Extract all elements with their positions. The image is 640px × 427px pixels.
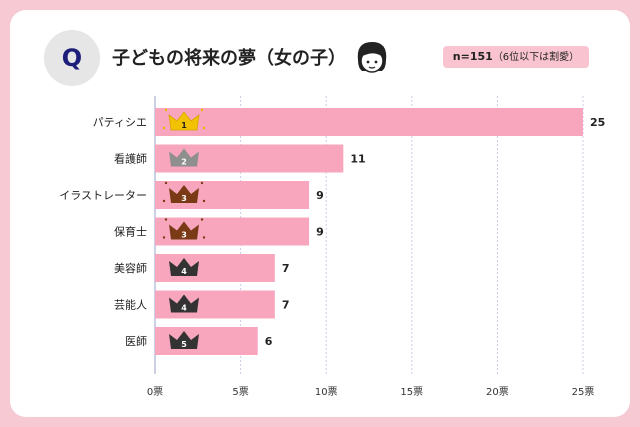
sparkle-icon <box>164 218 168 221</box>
category-label: イラストレーター <box>59 189 147 202</box>
category-label: 医師 <box>125 335 147 348</box>
x-tick-label: 20票 <box>486 386 509 398</box>
crown-icon <box>169 294 199 313</box>
sparkle-icon <box>200 181 204 185</box>
rank-label: 1 <box>181 121 187 130</box>
sparkle-icon <box>202 126 206 130</box>
question-badge: Q <box>44 30 100 86</box>
sparkle-icon <box>162 126 166 130</box>
sparkle-icon <box>162 236 166 239</box>
category-label: 美容師 <box>114 261 147 275</box>
crown-icon <box>169 221 199 240</box>
sparkle-icon <box>164 108 168 112</box>
sample-note: n=151（6位以下は割愛） <box>443 46 589 68</box>
value-label: 7 <box>282 262 290 275</box>
rank-label: 3 <box>181 194 187 203</box>
sparkle-icon <box>202 199 206 203</box>
rank-label: 2 <box>181 158 187 167</box>
crown-icon <box>169 185 199 203</box>
crown-icon <box>168 111 200 131</box>
x-tick-label: 0票 <box>147 386 163 398</box>
crown-icon <box>169 331 199 349</box>
crown-icon <box>169 258 199 276</box>
rank-label: 4 <box>181 304 187 313</box>
sparkle-icon <box>164 181 168 185</box>
note-text: （6位以下は割愛） <box>492 52 580 63</box>
category-label: 看護師 <box>114 152 147 166</box>
value-label: 6 <box>265 335 273 348</box>
rank-label: 3 <box>181 231 187 240</box>
sparkle-icon <box>202 236 206 239</box>
chart-title: 子どもの将来の夢（女の子） <box>112 48 346 69</box>
x-tick-label: 25票 <box>572 386 595 398</box>
crown-icon <box>169 148 199 167</box>
rank-label: 5 <box>181 340 187 349</box>
category-label: パティシエ <box>93 116 147 129</box>
value-label: 7 <box>282 299 290 312</box>
sparkle-icon <box>162 199 166 203</box>
sample-size: n=151 <box>452 50 493 63</box>
question-letter: Q <box>61 44 83 72</box>
category-label: 芸能人 <box>114 298 147 312</box>
sparkle-icon <box>200 108 204 112</box>
x-tick-label: 15票 <box>400 386 423 398</box>
chart-card <box>10 10 630 417</box>
x-tick-label: 5票 <box>232 386 248 398</box>
sparkle-icon <box>200 218 204 221</box>
girl-face-icon <box>357 42 387 73</box>
rank-label: 4 <box>181 267 187 276</box>
value-label: 9 <box>316 226 324 239</box>
bar <box>155 108 583 136</box>
value-label: 11 <box>350 153 365 166</box>
category-label: 保育士 <box>114 225 147 239</box>
value-label: 9 <box>316 189 324 202</box>
value-label: 25 <box>590 116 605 129</box>
x-tick-label: 10票 <box>315 386 338 398</box>
